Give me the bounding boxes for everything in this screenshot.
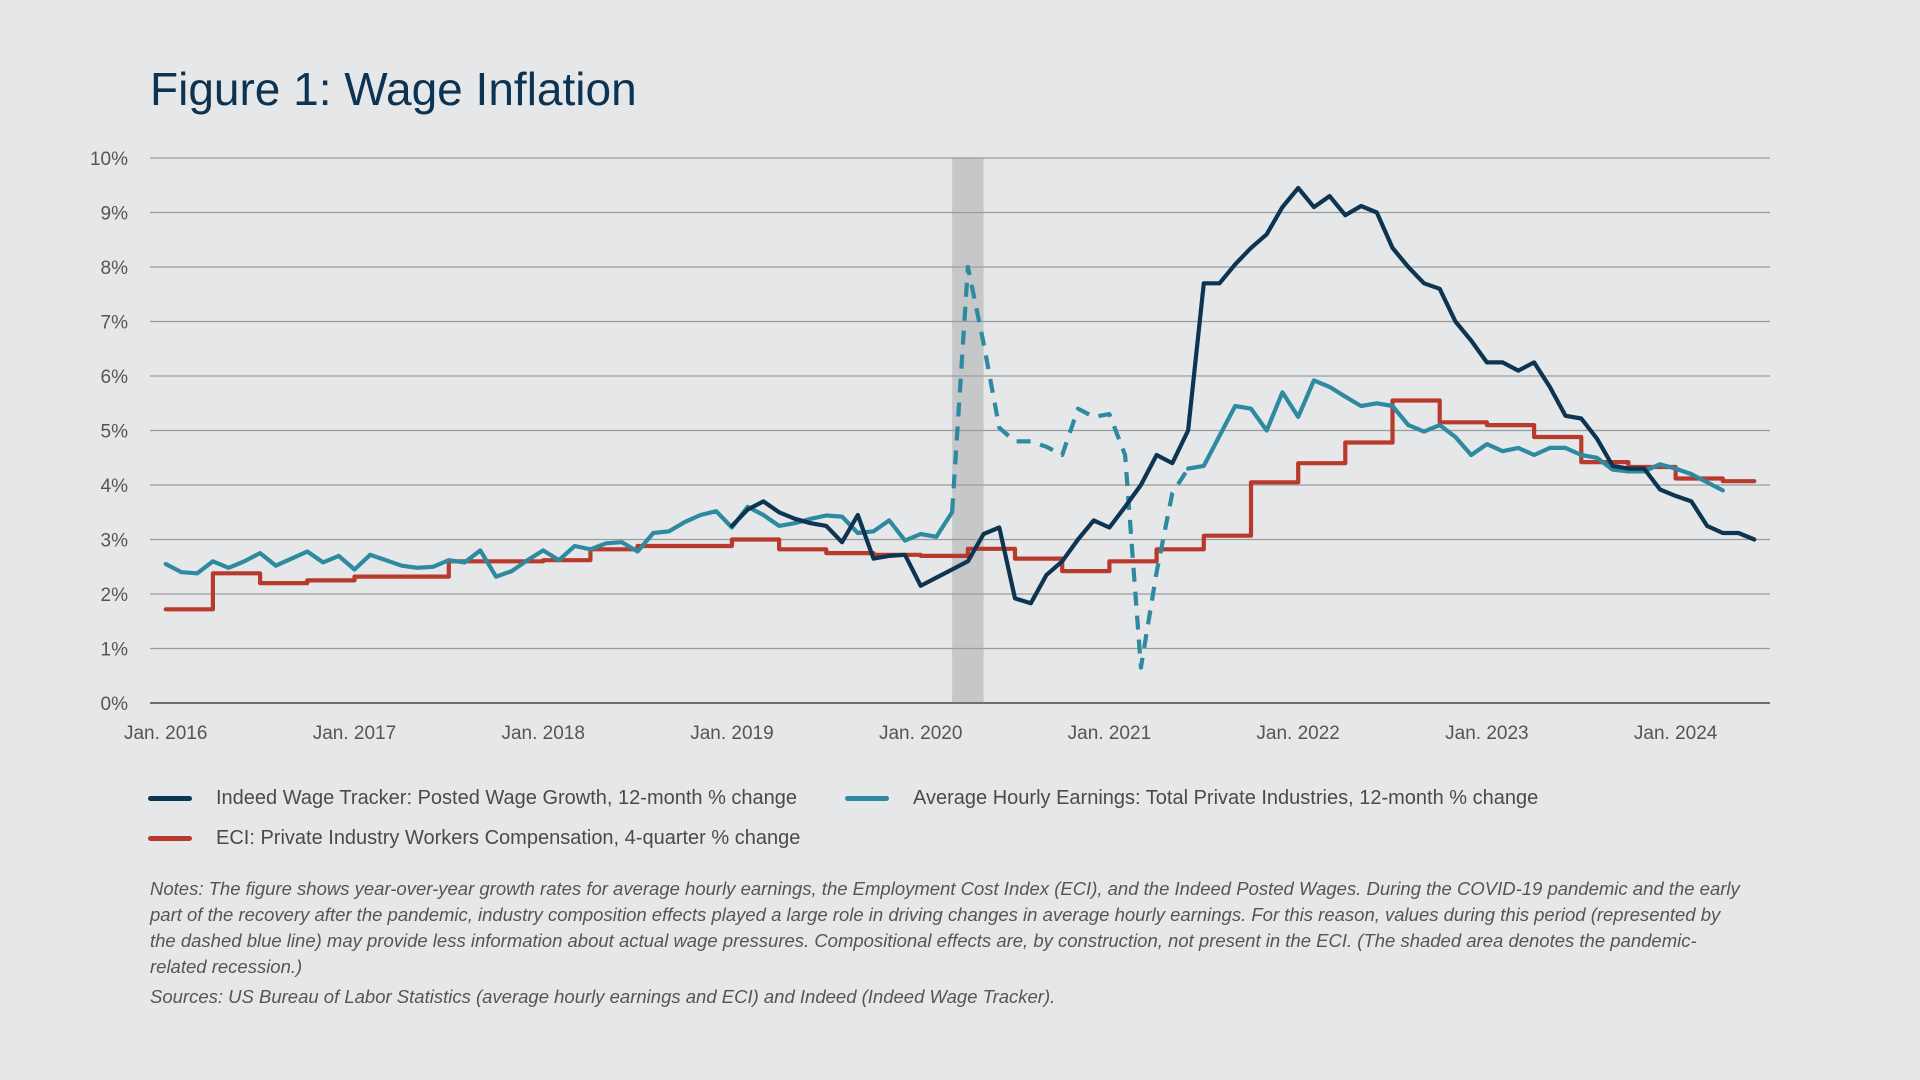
series-line-ahe-solid-0: [163, 504, 955, 579]
legend-swatch-ahe: [845, 795, 890, 801]
y-tick-label: 1%: [101, 640, 129, 661]
x-tick-label: Jan. 2023: [1445, 723, 1528, 744]
gridlines: [150, 157, 1770, 704]
x-tick-label: Jan. 2020: [879, 723, 962, 744]
series-line-ahe-solid-2: [1186, 378, 1725, 493]
legend-label-ahe: Average Hourly Earnings: Total Private I…: [913, 786, 1539, 809]
chart-notes: Notes: The figure shows year-over-year g…: [150, 878, 1740, 977]
x-tick-label: Jan. 2021: [1068, 723, 1151, 744]
y-axis-ticks: 0% 1% 2% 3% 4% 5% 6% 7% 8% 9% 10%: [90, 149, 128, 715]
line-chart: 0%1%2%3%4%5%6%7%8%9%10% Jan. 2016 Jan. 20…: [90, 149, 1770, 744]
legend-label-indeed: Indeed Wage Tracker: Posted Wage Growth,…: [216, 786, 798, 809]
x-tick-label: Jan. 2024: [1634, 723, 1718, 744]
chart-sources: Sources: US Bureau of Labor Statistics (…: [150, 986, 1056, 1007]
series-lines: [163, 185, 1757, 670]
legend-swatch-eci: [148, 835, 192, 841]
y-tick-label: 7%: [101, 313, 129, 334]
legend-swatch-indeed: [148, 795, 192, 801]
legend-item-ahe: Average Hourly Earnings: Total Private I…: [845, 787, 1538, 810]
y-tick-label: 8%: [101, 258, 129, 279]
y-tick-label: 6%: [101, 367, 129, 388]
y-tick-label: 5%: [101, 422, 129, 443]
y-tick-label: 4%: [101, 476, 129, 497]
legend: Indeed Wage Tracker: Posted Wage Growth,…: [148, 778, 1788, 858]
series-line-indeed: [729, 185, 1757, 606]
x-tick-label: Jan. 2019: [690, 723, 773, 744]
y-tick-label: 0%: [101, 694, 129, 715]
y-tick-label: 10%: [90, 149, 128, 170]
legend-label-eci: ECI: Private Industry Workers Compensati…: [216, 826, 801, 849]
legend-item-eci: ECI: Private Industry Workers Compensati…: [148, 827, 800, 850]
legend-row-1: Indeed Wage Tracker: Posted Wage Growth,…: [148, 778, 1788, 818]
y-tick-label: 9%: [101, 204, 129, 225]
x-tick-label: Jan. 2017: [313, 723, 396, 744]
series-line-ahe-dashed-1: [950, 264, 1190, 670]
x-axis-ticks: Jan. 2016 Jan. 2017 Jan. 2018 Jan. 2019 Jan.…: [124, 723, 1718, 744]
y-tick-label: 3%: [101, 531, 129, 552]
x-tick-label: Jan. 2018: [501, 723, 584, 744]
chart-title: Figure 1: Wage Inflation: [150, 63, 637, 115]
y-tick-label: 2%: [101, 585, 129, 606]
x-tick-label: Jan. 2022: [1256, 723, 1339, 744]
x-tick-label: Jan. 2016: [124, 723, 207, 744]
legend-row-2: ECI: Private Industry Workers Compensati…: [148, 818, 1788, 858]
series-line-eci: [163, 398, 1757, 612]
legend-item-indeed: Indeed Wage Tracker: Posted Wage Growth,…: [148, 787, 797, 810]
